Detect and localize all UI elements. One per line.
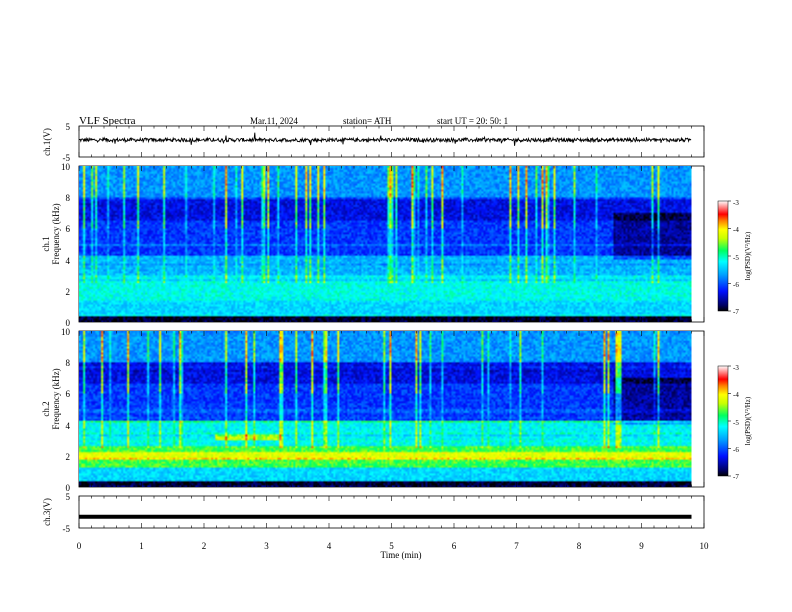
cbar2-tick-m7: -7 — [733, 473, 739, 481]
xtick-8: 8 — [577, 541, 582, 551]
ch2-ytick-0: 0 — [66, 483, 71, 493]
cbar2-tick-m5: -5 — [733, 419, 739, 427]
ch1-ytick-top: 5 — [66, 122, 71, 132]
date-label: Mar.11, 2024 — [250, 116, 298, 126]
xtick-2: 2 — [202, 541, 207, 551]
ch1-trace — [78, 132, 692, 146]
ch1-spectrogram-ticks — [78, 166, 705, 322]
ch1-ytick-bottom: -5 — [63, 153, 71, 163]
ch1-ytick-8: 8 — [66, 193, 71, 203]
ch1-ticks — [78, 126, 705, 157]
ch1-ytick-10: 10 — [61, 162, 71, 172]
ch2-ytick-8: 8 — [66, 358, 71, 368]
ch1-ytick-6: 6 — [66, 224, 71, 234]
ch2-ytick-6: 6 — [66, 389, 71, 399]
ch1-ytick-2: 2 — [66, 287, 71, 297]
cbar2-tick-m6: -6 — [733, 446, 739, 454]
ch1-waveform-panel: 5 -5 ch.1(V) — [42, 122, 705, 163]
ch1-spectrogram-panel: 0 2 4 6 8 10 ch.1 Frequency (kHz) — [41, 162, 705, 328]
ch2-colorbar-ticks — [728, 365, 731, 477]
cbar2-tick-m4: -4 — [733, 391, 739, 399]
ch3-waveform-panel: 5 -5 ch.3(V) — [42, 492, 705, 534]
ch2-spectrogram-ticks — [78, 331, 705, 487]
ch3-ytick-bottom: -5 — [63, 524, 71, 534]
ch2-spectrogram-image — [79, 331, 692, 487]
xtick-5: 5 — [389, 541, 394, 551]
cbar1-tick-m3: -3 — [733, 199, 739, 207]
ch2-ytick-4: 4 — [66, 421, 71, 431]
xtick-3: 3 — [264, 541, 269, 551]
ch2-colorbar: -3 -4 -5 -6 -7 log(PSD)(V²/Hz) — [717, 364, 752, 481]
xtick-6: 6 — [452, 541, 457, 551]
ch3-ylabel: ch.3(V) — [42, 498, 52, 526]
ch2-panel-label: ch.2 — [41, 401, 51, 416]
cbar2-label: log(PSD)(V²/Hz) — [744, 396, 752, 445]
ch2-ytick-10: 10 — [61, 327, 71, 337]
cbar1-tick-m7: -7 — [733, 308, 739, 316]
ch1-panel-label: ch.1 — [41, 236, 51, 251]
ch2-spectrogram-panel: 0 2 4 6 8 10 ch.2 Frequency (kHz) — [41, 327, 705, 493]
xtick-7: 7 — [514, 541, 519, 551]
cbar1-label: log(PSD)(V²/Hz) — [744, 231, 752, 280]
ch1-ylabel: ch.1(V) — [42, 128, 52, 156]
ch3-ytick-top: 5 — [66, 492, 71, 502]
xtick-10: 10 — [700, 541, 710, 551]
ch3-ticks — [78, 496, 705, 528]
start-time-label: start UT = 20: 50: 1 — [437, 116, 508, 126]
xtick-0: 0 — [77, 541, 82, 551]
xtick-1: 1 — [139, 541, 144, 551]
ch2-ytick-2: 2 — [66, 452, 71, 462]
cbar2-tick-m3: -3 — [733, 364, 739, 372]
ch1-spectrogram-image — [79, 166, 692, 322]
cbar1-tick-m5: -5 — [733, 254, 739, 262]
time-axis-label: Time (min) — [381, 550, 422, 560]
figure-title: VLF Spectra — [79, 115, 136, 127]
cbar1-tick-m4: -4 — [733, 226, 739, 234]
station-label: station= ATH — [343, 116, 392, 126]
ch1-freq-ylabel: Frequency (kHz) — [51, 203, 61, 264]
xtick-4: 4 — [327, 541, 332, 551]
ch1-ytick-0: 0 — [66, 318, 71, 328]
ch1-ytick-4: 4 — [66, 256, 71, 266]
ch1-colorbar-ticks — [728, 200, 731, 312]
xtick-9: 9 — [639, 541, 644, 551]
ch1-colorbar: -3 -4 -5 -6 -7 log(PSD)(V²/Hz) — [717, 199, 752, 316]
time-axis: 0 1 2 3 4 5 6 7 8 9 10 Time (min) — [77, 541, 709, 560]
ch2-freq-ylabel: Frequency (kHz) — [51, 368, 61, 429]
cbar1-tick-m6: -6 — [733, 281, 739, 289]
